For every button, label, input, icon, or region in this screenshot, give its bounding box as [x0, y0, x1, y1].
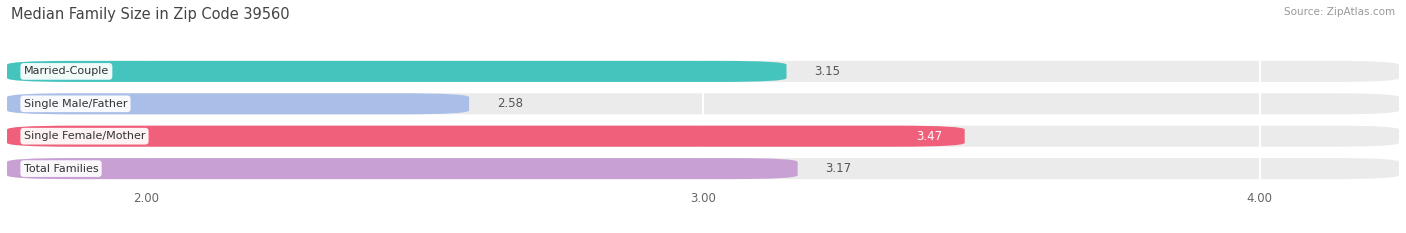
Text: 2.58: 2.58 — [496, 97, 523, 110]
FancyBboxPatch shape — [7, 158, 797, 179]
FancyBboxPatch shape — [7, 126, 1399, 147]
Text: Source: ZipAtlas.com: Source: ZipAtlas.com — [1284, 7, 1395, 17]
FancyBboxPatch shape — [7, 158, 1399, 179]
FancyBboxPatch shape — [7, 93, 1399, 114]
FancyBboxPatch shape — [7, 126, 965, 147]
FancyBboxPatch shape — [7, 61, 786, 82]
Text: 3.17: 3.17 — [825, 162, 852, 175]
FancyBboxPatch shape — [7, 61, 1399, 82]
Text: Median Family Size in Zip Code 39560: Median Family Size in Zip Code 39560 — [11, 7, 290, 22]
Text: 3.15: 3.15 — [814, 65, 841, 78]
FancyBboxPatch shape — [7, 93, 470, 114]
Text: Total Families: Total Families — [24, 164, 98, 174]
Text: 3.47: 3.47 — [917, 130, 942, 143]
Text: Married-Couple: Married-Couple — [24, 66, 110, 76]
Text: Single Female/Mother: Single Female/Mother — [24, 131, 145, 141]
Text: Single Male/Father: Single Male/Father — [24, 99, 127, 109]
